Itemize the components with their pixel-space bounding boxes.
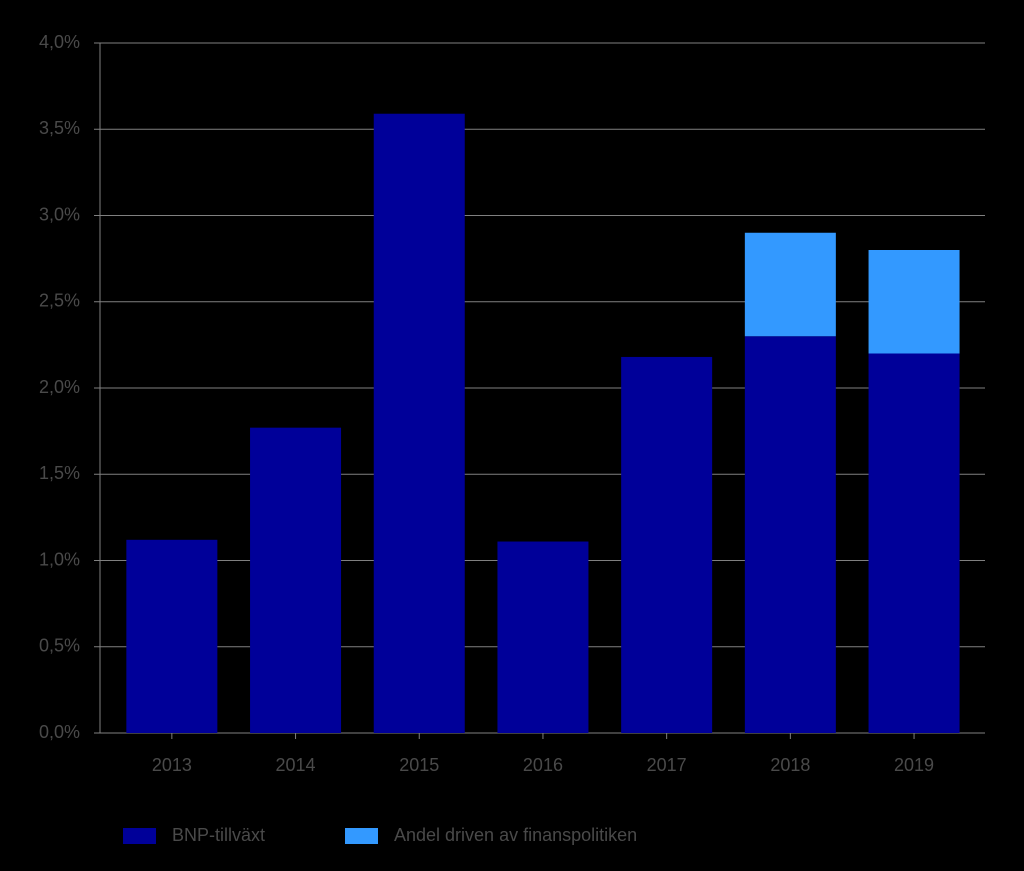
bar	[497, 541, 589, 733]
y-tick-label: 2,5%	[39, 291, 80, 311]
y-tick-label: 1,5%	[39, 463, 80, 483]
bar	[868, 250, 960, 354]
x-tick-label: 2015	[399, 755, 439, 775]
bar	[744, 232, 836, 337]
bar	[868, 353, 960, 733]
x-tick-label: 2016	[523, 755, 563, 775]
y-tick-label: 0,5%	[39, 636, 80, 656]
x-tick-label: 2014	[276, 755, 316, 775]
bar	[373, 113, 465, 734]
legend-label: Andel driven av finanspolitiken	[394, 825, 637, 845]
y-tick-label: 4,0%	[39, 32, 80, 52]
legend-swatch	[345, 828, 378, 844]
y-tick-label: 3,0%	[39, 204, 80, 224]
legend-label: BNP-tillväxt	[172, 825, 265, 845]
x-tick-label: 2017	[647, 755, 687, 775]
bar	[126, 539, 218, 733]
x-tick-label: 2018	[770, 755, 810, 775]
x-tick-label: 2013	[152, 755, 192, 775]
x-tick-label: 2019	[894, 755, 934, 775]
y-tick-label: 3,5%	[39, 118, 80, 138]
y-tick-label: 2,0%	[39, 377, 80, 397]
y-tick-label: 0,0%	[39, 722, 80, 742]
bar	[621, 356, 713, 733]
bar	[744, 336, 836, 733]
bar	[250, 427, 342, 733]
y-tick-label: 1,0%	[39, 549, 80, 569]
legend-swatch	[123, 828, 156, 844]
